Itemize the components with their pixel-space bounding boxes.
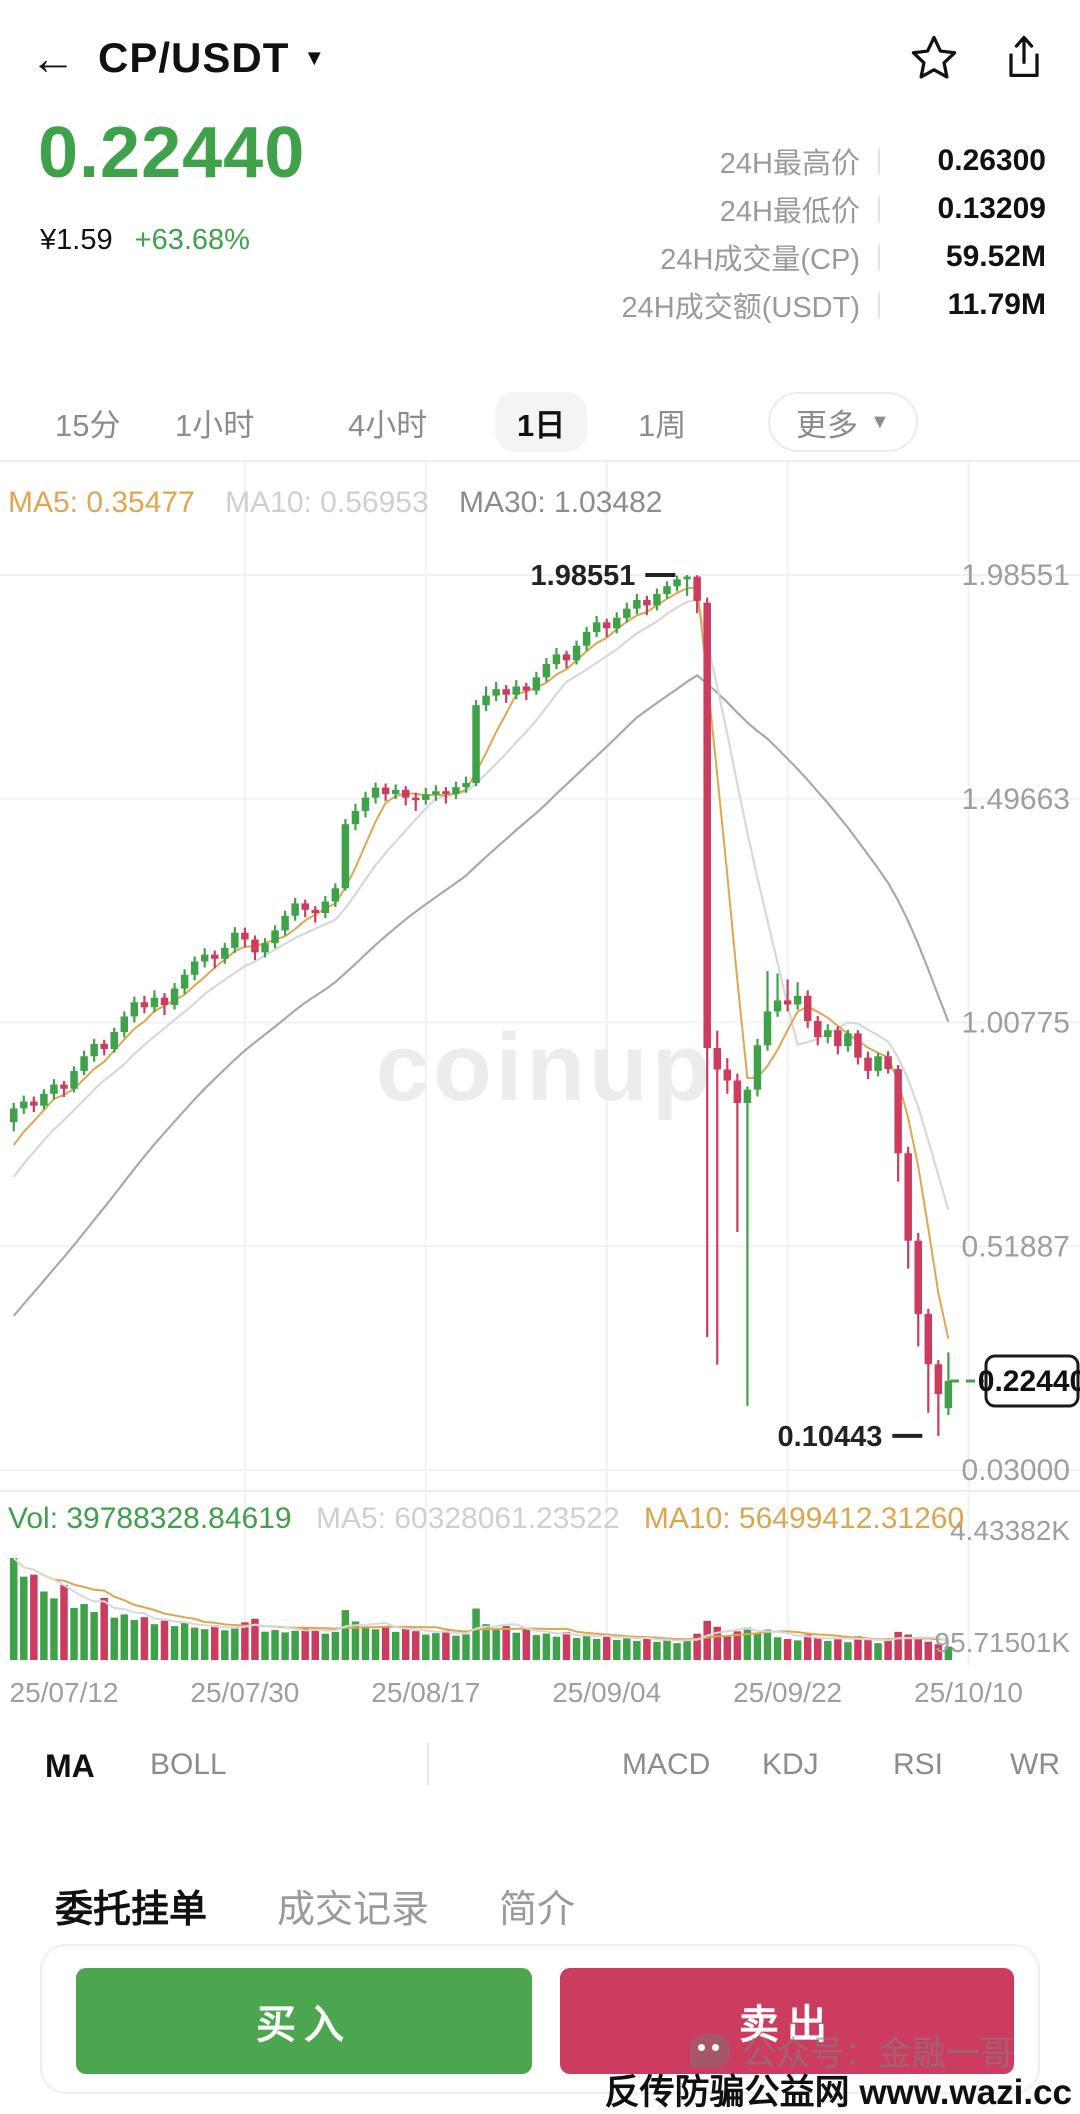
tab-macd[interactable]: MACD [622, 1748, 711, 1781]
ma-legend: MA5: 0.35477 MA10: 0.56953 MA30: 1.03482 [8, 486, 684, 520]
svg-text:1.98551: 1.98551 [962, 559, 1070, 592]
svg-text:0.51887: 0.51887 [962, 1230, 1070, 1263]
order-actions-card: 买入 卖出 [40, 1944, 1040, 2094]
stat-divider [878, 148, 880, 174]
svg-text:4.43382K: 4.43382K [950, 1515, 1070, 1546]
stat-value: 11.79M [947, 288, 1046, 321]
svg-text:1.98551: 1.98551 [531, 560, 636, 592]
svg-text:1.49663: 1.49663 [962, 783, 1070, 816]
candlestick-chart[interactable]: coinup 1.98551 1.49663 1.00775 0.51887 0.0300… [0, 460, 1080, 1720]
tab-15m[interactable]: 15分 [55, 407, 121, 443]
share-icon[interactable] [998, 32, 1050, 84]
stat-label: 24H最低价 [719, 196, 860, 228]
timeframe-tabs: 15分 1小时 4小时 1日 1周 更多 ▼ [0, 392, 1080, 456]
svg-text:95.71501K: 95.71501K [935, 1627, 1071, 1658]
volume-legend: Vol: 39788328.84619 MA5: 60328061.23522 … [8, 1502, 980, 1536]
tab-open-orders-selected[interactable]: 委托挂单 [55, 1888, 208, 1931]
stat-value: 0.13209 [937, 192, 1046, 225]
svg-text:1.00775: 1.00775 [962, 1007, 1070, 1040]
stat-divider [878, 292, 880, 318]
svg-text:0.10443: 0.10443 [778, 1421, 883, 1453]
stat-row-volume: 24H成交量(CP) 59.52M [622, 240, 1046, 276]
favorite-star-icon[interactable] [908, 32, 960, 84]
tab-boll[interactable]: BOLL [150, 1748, 227, 1781]
svg-text:25/09/04: 25/09/04 [552, 1677, 661, 1708]
stat-value: 59.52M [945, 240, 1046, 273]
more-label: 更多 [796, 407, 858, 443]
stat-divider [878, 196, 880, 222]
fiat-row: ¥1.59 +63.68% [40, 224, 250, 257]
vol-ma5-legend: MA5: 60328061.23522 [315, 1502, 620, 1535]
price-chart: coinup 1.98551 1.49663 1.00775 0.51887 0.0300… [0, 460, 1080, 1720]
ma30-legend: MA30: 1.03482 [458, 486, 663, 519]
back-icon[interactable]: ← [30, 32, 76, 84]
tab-intro[interactable]: 简介 [499, 1888, 576, 1931]
tab-trade-history[interactable]: 成交记录 [277, 1888, 430, 1931]
vol-ma10-legend: MA10: 56499412.31260 [643, 1502, 965, 1535]
header: ← CP/USDT ▼ [30, 26, 1050, 90]
svg-text:coinup: coinup [376, 1014, 715, 1121]
tab-1w[interactable]: 1周 [638, 407, 687, 443]
indicator-divider [427, 1742, 429, 1786]
stat-value: 0.26300 [937, 144, 1046, 177]
svg-text:25/10/10: 25/10/10 [914, 1677, 1023, 1708]
tab-kdj[interactable]: KDJ [762, 1748, 819, 1781]
svg-text:0.03000: 0.03000 [962, 1454, 1070, 1487]
svg-text:25/07/30: 25/07/30 [190, 1677, 299, 1708]
chevron-down-icon: ▼ [870, 410, 890, 433]
svg-text:25/09/22: 25/09/22 [733, 1677, 842, 1708]
stat-row-high: 24H最高价 0.26300 [622, 144, 1046, 180]
pair-dropdown-icon[interactable]: ▼ [303, 45, 326, 70]
fiat-value: ¥1.59 [40, 224, 113, 256]
stat-row-low: 24H最低价 0.13209 [622, 192, 1046, 228]
vol-legend-value: Vol: 39788328.84619 [8, 1502, 292, 1535]
tab-rsi[interactable]: RSI [893, 1748, 944, 1781]
stat-divider [878, 244, 880, 270]
change-percent: +63.68% [134, 224, 250, 256]
more-timeframes-button[interactable]: 更多 ▼ [768, 392, 918, 452]
stat-label: 24H成交量(CP) [660, 244, 860, 276]
svg-text:25/07/12: 25/07/12 [10, 1677, 119, 1708]
tab-4h[interactable]: 4小时 [348, 407, 428, 443]
pair-title[interactable]: CP/USDT [98, 34, 290, 81]
svg-text:0.22440: 0.22440 [978, 1365, 1080, 1398]
stat-label: 24H最高价 [719, 148, 860, 180]
ma10-legend: MA10: 0.56953 [225, 486, 429, 519]
sell-button[interactable]: 卖出 [560, 1968, 1014, 2074]
tab-1h[interactable]: 1小时 [175, 407, 255, 443]
bottom-tabs: 委托挂单 成交记录 简介 [55, 1876, 575, 1934]
stats-panel: 24H最高价 0.26300 24H最低价 0.13209 24H成交量(CP)… [622, 144, 1046, 324]
last-price: 0.22440 [38, 113, 306, 193]
svg-text:25/08/17: 25/08/17 [371, 1677, 480, 1708]
tab-1d-selected[interactable]: 1日 [495, 392, 588, 452]
ma5-legend: MA5: 0.35477 [8, 486, 195, 519]
stat-label: 24H成交额(USDT) [621, 292, 860, 324]
stat-row-turnover: 24H成交额(USDT) 11.79M [622, 288, 1046, 324]
indicator-tabs: MA BOLL MACD KDJ RSI WR [0, 1738, 1080, 1794]
tab-ma-selected[interactable]: MA [45, 1748, 95, 1784]
buy-button[interactable]: 买入 [76, 1968, 532, 2074]
tab-wr[interactable]: WR [1010, 1748, 1060, 1781]
